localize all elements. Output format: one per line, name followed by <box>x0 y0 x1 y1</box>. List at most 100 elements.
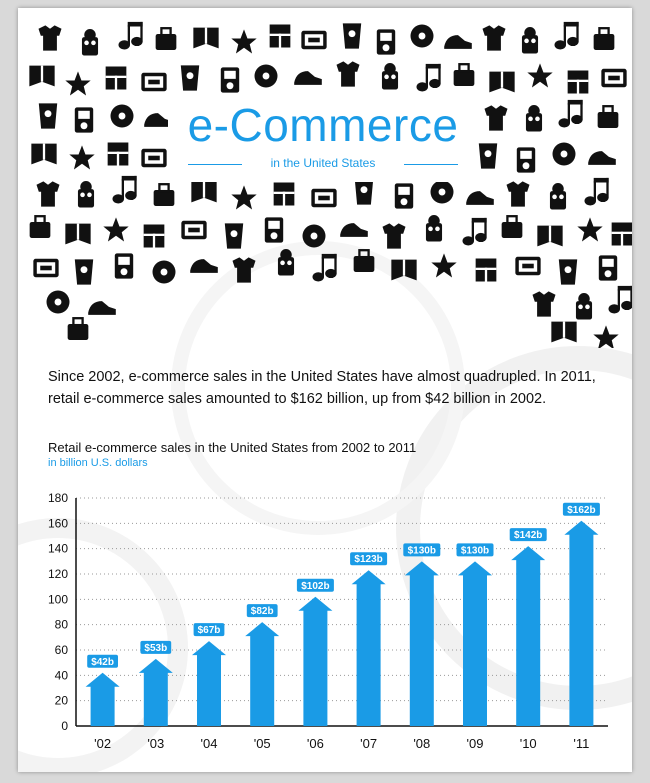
data-label-bg <box>509 528 547 542</box>
x-tick-label: '04 <box>201 736 218 751</box>
data-label-bg <box>562 502 600 516</box>
bar-arrow <box>138 658 173 726</box>
decorative-icon <box>567 70 589 94</box>
data-label: $42b <box>91 657 114 668</box>
decorative-icon <box>598 255 618 281</box>
data-label: $102b <box>301 581 329 592</box>
chart-title: Retail e-commerce sales in the United St… <box>48 440 417 455</box>
y-tick-label: 140 <box>48 542 68 556</box>
decorative-icon <box>575 293 593 320</box>
y-tick-label: 160 <box>48 516 68 530</box>
decorative-icon <box>410 24 434 48</box>
decorative-icon <box>489 71 515 93</box>
decorative-icon <box>273 182 295 206</box>
decorative-icon <box>558 99 583 128</box>
x-tick-label: '07 <box>360 736 377 751</box>
decorative-icon <box>103 217 129 242</box>
y-tick-label: 80 <box>55 618 69 632</box>
bar-arrow <box>298 596 333 726</box>
decorative-icon <box>516 147 536 173</box>
y-tick-label: 20 <box>55 694 69 708</box>
y-tick-label: 100 <box>48 592 68 606</box>
bar-chart: 0 20 40 60 80 100 120 140 160 180 $42b '02 $53b '03 $6… <box>48 491 608 751</box>
decorative-icon <box>554 21 579 50</box>
decorative-icon <box>506 181 530 207</box>
decorative-icon <box>302 224 326 248</box>
data-label-bg <box>403 543 441 557</box>
decorative-icon <box>311 188 337 208</box>
decorative-icon <box>597 105 619 129</box>
decorative-icon <box>482 25 506 51</box>
decorative-icon <box>190 259 218 273</box>
decorative-icon <box>38 25 62 51</box>
data-label: $142b <box>514 530 542 541</box>
decorative-icon <box>431 253 457 278</box>
data-label: $130b <box>461 545 489 556</box>
bar-arrow <box>564 520 599 726</box>
decorative-icon <box>232 257 256 283</box>
subtitle-rule-right <box>404 164 458 165</box>
decorative-icon <box>608 285 632 314</box>
x-tick-label: '05 <box>254 736 271 751</box>
decorative-icon <box>444 35 472 49</box>
decorative-icon <box>462 217 487 246</box>
decorative-icon <box>118 21 143 50</box>
y-tick-label: 0 <box>61 719 68 733</box>
decorative-icon <box>152 260 176 284</box>
decorative-icon <box>453 63 475 87</box>
decorative-icon <box>231 29 257 54</box>
decorative-icon <box>425 215 443 242</box>
decorative-icon <box>549 183 567 210</box>
decorative-icon <box>88 301 116 315</box>
decorative-icon <box>114 253 134 279</box>
decorative-icon <box>112 175 137 204</box>
decorative-icon <box>525 105 543 132</box>
decorative-icon <box>336 61 360 87</box>
decorative-icon <box>29 65 55 87</box>
decorative-icon <box>141 72 167 92</box>
decorative-icon <box>478 143 498 169</box>
data-label-bg <box>140 640 172 654</box>
data-label-bg <box>193 623 225 637</box>
data-label-bg <box>87 654 118 668</box>
decorative-icon <box>269 24 291 48</box>
subtitle-row: in the United States <box>188 156 458 172</box>
decorative-icon <box>430 180 454 204</box>
data-label: $123b <box>354 554 382 565</box>
decorative-icon <box>254 64 278 88</box>
data-label-bg <box>246 604 278 618</box>
page-subtitle: in the United States <box>270 156 376 170</box>
data-label-bg <box>296 578 334 592</box>
data-label: $82b <box>251 606 274 617</box>
bar-arrow <box>404 561 439 726</box>
decorative-icon <box>105 66 127 90</box>
decorative-icon <box>475 258 497 282</box>
decorative-icon <box>220 67 240 93</box>
chart-subtitle: in billion U.S. dollars <box>48 457 148 469</box>
data-label: $162b <box>567 505 595 516</box>
decorative-icon <box>466 191 494 205</box>
decorative-icon <box>29 215 51 239</box>
decorative-icon <box>143 224 165 248</box>
bar-arrow <box>351 570 386 726</box>
decorative-icon <box>181 220 207 240</box>
x-tick-label: '03 <box>147 736 164 751</box>
decorative-icon <box>67 317 89 341</box>
decorative-icon <box>65 223 91 245</box>
decorative-icon <box>340 223 368 237</box>
decorative-icon <box>81 29 99 56</box>
y-tick-label: 120 <box>48 567 68 581</box>
decorative-icon <box>38 103 58 129</box>
decorative-icon <box>312 253 337 282</box>
data-label-bg <box>456 543 494 557</box>
decorative-icon <box>382 223 406 249</box>
decorative-icon <box>107 142 129 166</box>
decorative-icon <box>558 259 578 285</box>
decorative-icon <box>69 145 95 170</box>
infographic-card: e-Commerce in the United States Since 20… <box>18 8 632 772</box>
shopping-icons-collage <box>29 21 632 348</box>
decorative-icon <box>537 225 563 247</box>
x-tick-label: '06 <box>307 736 324 751</box>
decorative-icon <box>294 71 322 85</box>
y-tick-label: 40 <box>55 668 69 682</box>
